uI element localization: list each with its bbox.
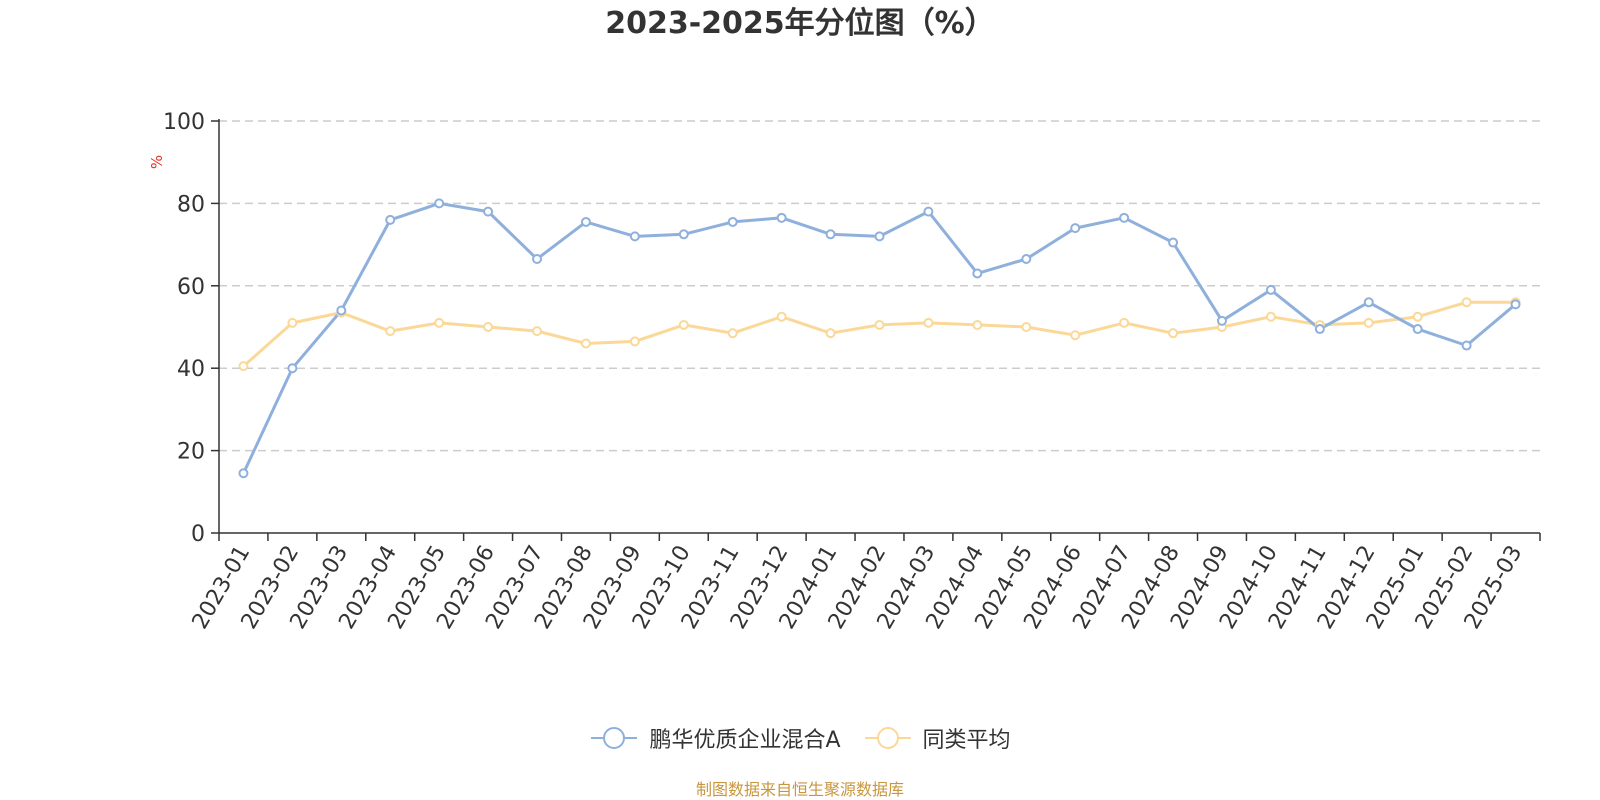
data-point-series-1 (1021, 322, 1032, 332)
legend-marker-series-1 (864, 727, 911, 749)
data-point-series-1 (483, 322, 494, 332)
legend-label-series-0: 鹏华优质企业混合A (649, 728, 841, 753)
data-point-series-0 (385, 214, 396, 225)
data-point-series-1 (532, 326, 543, 337)
data-point-series-1 (1363, 317, 1374, 328)
data-point-series-1 (1119, 317, 1130, 328)
data-point-series-0 (972, 268, 983, 279)
data-point-series-0 (1168, 237, 1179, 248)
data-point-series-1 (825, 328, 836, 339)
data-point-series-0 (580, 216, 591, 227)
data-point-series-0 (1070, 223, 1081, 234)
source-note: 制图数据来自恒生聚源数据库 (695, 780, 904, 799)
data-point-series-0 (336, 305, 347, 316)
data-point-series-0 (678, 229, 689, 240)
data-point-series-1 (923, 317, 934, 328)
data-point-series-0 (1021, 254, 1032, 265)
data-point-series-1 (1070, 330, 1081, 341)
data-point-series-0 (483, 206, 494, 217)
data-point-series-0 (1265, 284, 1276, 295)
data-point-series-0 (434, 198, 445, 209)
y-axis-label: % (148, 155, 166, 169)
data-point-series-0 (238, 468, 249, 479)
data-point-series-1 (1168, 328, 1179, 339)
legend[interactable]: 鹏华优质企业混合A 同类平均 (0, 722, 1600, 754)
data-point-series-0 (1119, 212, 1130, 223)
data-point-series-0 (287, 363, 298, 374)
data-point-series-1 (972, 319, 983, 330)
series-line-1 (242, 300, 1516, 368)
chart-title: 2023-2025年分位图（%） (605, 6, 995, 41)
data-point-series-0 (776, 212, 787, 223)
data-point-series-0 (1510, 299, 1521, 310)
data-point-series-1 (776, 311, 787, 322)
data-point-series-0 (1412, 324, 1423, 335)
y-tick-label: 80 (177, 192, 205, 217)
data-point-series-0 (727, 216, 738, 227)
legend-marker-series-0 (591, 727, 638, 749)
y-tick-label: 60 (177, 275, 205, 300)
legend-item-series-1[interactable]: 同类平均 (863, 722, 1011, 754)
data-point-series-0 (825, 229, 836, 240)
y-tick-label: 20 (177, 440, 205, 465)
data-point-series-0 (1363, 297, 1374, 308)
data-point-series-0 (1314, 324, 1325, 335)
y-tick-label: 40 (177, 357, 205, 382)
legend-label-series-1: 同类平均 (922, 728, 1011, 753)
data-point-series-1 (385, 326, 396, 337)
y-tick-label: 0 (191, 522, 205, 547)
data-point-series-0 (532, 254, 543, 265)
data-point-series-0 (1461, 340, 1472, 351)
series-line-0 (242, 201, 1517, 474)
data-point-series-1 (678, 319, 689, 330)
data-point-series-1 (727, 328, 738, 339)
data-point-series-1 (1412, 311, 1423, 322)
data-point-series-0 (629, 231, 640, 242)
data-point-series-1 (629, 336, 640, 347)
data-point-series-1 (434, 317, 445, 328)
y-tick-label: 100 (163, 110, 205, 135)
data-point-series-0 (1216, 315, 1227, 326)
data-point-series-0 (923, 206, 934, 217)
data-point-series-0 (874, 231, 885, 242)
data-point-series-1 (287, 317, 298, 328)
legend-item-series-0[interactable]: 鹏华优质企业混合A (589, 722, 841, 754)
data-point-series-1 (1461, 297, 1472, 308)
data-point-series-1 (1265, 311, 1276, 322)
data-point-series-1 (238, 361, 249, 372)
data-point-series-1 (580, 338, 591, 349)
data-point-series-1 (874, 319, 885, 330)
